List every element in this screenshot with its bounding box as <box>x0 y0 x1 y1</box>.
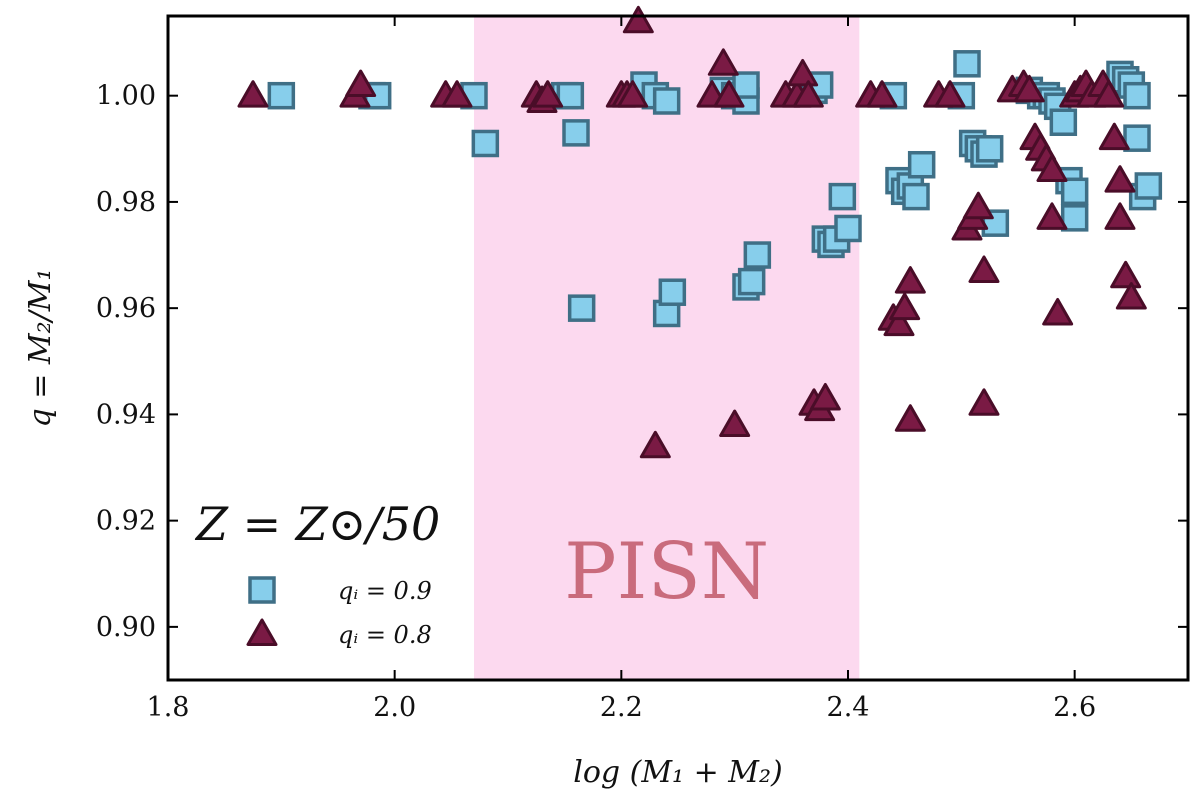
y-axis-ticks: 0.90 0.92 0.94 0.96 0.98 1.00 <box>96 81 1188 643</box>
triangle-point <box>237 80 269 108</box>
triangle-point <box>1013 74 1045 103</box>
square-point <box>953 50 981 78</box>
square-point <box>562 119 590 147</box>
triangle-point <box>622 5 654 34</box>
triangle-series <box>237 5 1147 459</box>
square-point <box>1134 172 1163 200</box>
y-tick-label: 1.00 <box>96 81 156 112</box>
x-axis-label: log (M₁ + M₂) <box>573 755 783 790</box>
legend-marker-square <box>248 576 276 604</box>
triangle-point <box>866 80 898 108</box>
square-point <box>1060 177 1089 206</box>
square-point <box>267 81 296 110</box>
triangle-point <box>968 255 1000 283</box>
square-point <box>834 214 862 243</box>
triangle-point <box>889 292 921 321</box>
triangle-point <box>1104 165 1136 193</box>
triangle-point <box>345 69 377 98</box>
legend-marker-triangle <box>246 618 278 646</box>
triangle-point <box>787 58 819 87</box>
square-point <box>975 135 1004 163</box>
triangle-point <box>1042 297 1074 326</box>
triangle-point <box>894 404 926 432</box>
x-tick-label: 2.0 <box>373 692 416 723</box>
triangle-point <box>719 409 751 438</box>
triangle-point <box>809 382 841 411</box>
legend-label: qᵢ = 0.8 <box>338 621 432 649</box>
y-tick-label: 0.90 <box>96 612 156 643</box>
y-tick-label: 0.98 <box>96 187 156 218</box>
triangle-point <box>532 80 564 108</box>
triangle-point <box>441 80 473 108</box>
y-tick-label: 0.92 <box>96 506 156 537</box>
x-axis-ticks: 1.8 2.0 2.2 2.4 2.6 <box>147 16 1096 723</box>
square-point <box>1049 108 1078 136</box>
pisn-band <box>474 16 860 680</box>
square-point <box>567 294 596 322</box>
square-point <box>732 71 760 99</box>
triangle-point <box>894 266 926 294</box>
square-point <box>1123 124 1151 152</box>
y-axis-label: q = M₂/M₁ <box>23 268 58 427</box>
square-point <box>902 182 930 211</box>
square-point <box>907 150 936 179</box>
plot-frame <box>166 14 1190 682</box>
triangle-point <box>1098 122 1130 151</box>
square-point <box>658 278 687 306</box>
shaded-regions <box>474 16 860 680</box>
x-tick-label: 2.2 <box>600 692 643 723</box>
triangle-point <box>707 48 739 76</box>
x-tick-label: 2.4 <box>827 692 870 723</box>
triangle-point <box>639 430 671 459</box>
square-point <box>471 129 500 158</box>
square-point <box>737 267 766 296</box>
data-points <box>237 5 1163 459</box>
triangle-point <box>1036 154 1068 183</box>
triangle-point <box>617 80 649 108</box>
y-tick-label: 0.96 <box>96 293 156 324</box>
triangle-point <box>713 80 745 108</box>
legend-label: qᵢ = 0.9 <box>338 577 432 605</box>
square-point <box>652 87 681 115</box>
triangle-point <box>883 308 915 337</box>
triangle-point <box>1104 202 1136 230</box>
triangle-point <box>1036 202 1068 230</box>
x-tick-label: 1.8 <box>147 692 190 723</box>
triangle-point <box>934 80 966 108</box>
triangle-point <box>1115 282 1147 310</box>
legend-title: Z = Z⊙/50 <box>194 497 440 551</box>
triangle-point <box>962 191 994 220</box>
y-tick-label: 0.94 <box>96 399 156 430</box>
triangle-point <box>1093 80 1125 108</box>
square-point <box>743 241 772 269</box>
triangle-point <box>792 80 824 108</box>
pisn-band-label: PISN <box>564 527 769 617</box>
legend: Z = Z⊙/50 qᵢ = 0.9 qᵢ = 0.8 <box>194 497 440 649</box>
triangle-point <box>1110 260 1142 289</box>
square-point <box>1060 204 1089 232</box>
square-point <box>556 81 585 110</box>
x-tick-label: 2.6 <box>1053 692 1096 723</box>
legend-items: qᵢ = 0.9 qᵢ = 0.8 <box>246 576 432 649</box>
square-series <box>267 50 1163 328</box>
square-point <box>1123 81 1151 110</box>
square-point <box>828 182 857 211</box>
triangle-point <box>968 388 1000 416</box>
